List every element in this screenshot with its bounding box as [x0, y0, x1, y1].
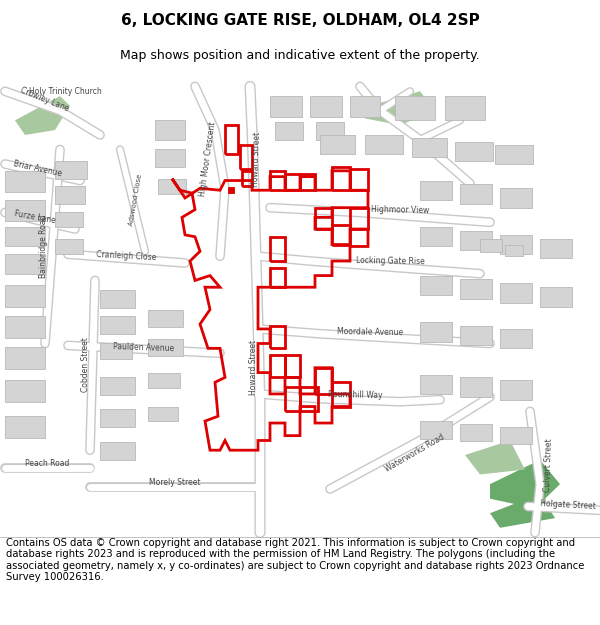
- Polygon shape: [100, 316, 135, 334]
- Text: Bainbridge Road: Bainbridge Road: [40, 215, 49, 278]
- Polygon shape: [455, 142, 493, 161]
- Polygon shape: [148, 406, 178, 421]
- Polygon shape: [320, 135, 355, 154]
- Polygon shape: [148, 372, 180, 388]
- Text: Culvert Street: Culvert Street: [542, 438, 553, 492]
- Polygon shape: [55, 211, 83, 227]
- Text: Furze Lane: Furze Lane: [14, 209, 56, 226]
- Text: Roundhill Way: Roundhill Way: [328, 390, 382, 400]
- Polygon shape: [100, 409, 135, 427]
- Polygon shape: [5, 171, 45, 192]
- Polygon shape: [500, 283, 532, 302]
- Polygon shape: [500, 235, 532, 254]
- Polygon shape: [460, 378, 492, 397]
- Polygon shape: [148, 309, 183, 327]
- Polygon shape: [505, 244, 523, 256]
- Text: Moordale Avenue: Moordale Avenue: [337, 327, 403, 337]
- Polygon shape: [55, 186, 85, 204]
- Polygon shape: [460, 326, 492, 346]
- Text: Morely Street: Morely Street: [149, 478, 201, 487]
- Polygon shape: [500, 381, 532, 400]
- Polygon shape: [100, 344, 132, 359]
- Polygon shape: [540, 288, 572, 307]
- Text: Cranleigh Close: Cranleigh Close: [96, 250, 156, 262]
- Polygon shape: [55, 161, 87, 179]
- Polygon shape: [100, 378, 135, 395]
- Polygon shape: [5, 348, 45, 369]
- Polygon shape: [5, 227, 45, 246]
- Polygon shape: [460, 424, 492, 441]
- Polygon shape: [155, 121, 185, 140]
- Text: Howard Street: Howard Street: [251, 131, 262, 187]
- Polygon shape: [5, 285, 45, 307]
- Polygon shape: [100, 442, 135, 460]
- Text: Briar Avenue: Briar Avenue: [13, 159, 63, 178]
- Polygon shape: [365, 135, 403, 154]
- Polygon shape: [155, 149, 185, 167]
- Polygon shape: [100, 290, 135, 308]
- Text: Holgate Street: Holgate Street: [540, 499, 596, 511]
- Polygon shape: [420, 421, 452, 439]
- Polygon shape: [480, 239, 502, 252]
- Polygon shape: [365, 91, 435, 125]
- Text: Crowley Lane: Crowley Lane: [19, 85, 71, 113]
- Polygon shape: [412, 138, 447, 158]
- Polygon shape: [460, 184, 492, 204]
- Polygon shape: [460, 231, 492, 251]
- Polygon shape: [500, 329, 532, 348]
- Polygon shape: [490, 460, 560, 508]
- Polygon shape: [5, 316, 45, 338]
- Polygon shape: [55, 239, 83, 254]
- Text: Map shows position and indicative extent of the property.: Map shows position and indicative extent…: [120, 49, 480, 62]
- Polygon shape: [420, 227, 452, 246]
- Polygon shape: [310, 96, 342, 118]
- Text: Contains OS data © Crown copyright and database right 2021. This information is : Contains OS data © Crown copyright and d…: [6, 538, 584, 582]
- Polygon shape: [465, 441, 525, 474]
- Polygon shape: [270, 96, 302, 118]
- Polygon shape: [275, 122, 303, 140]
- Polygon shape: [445, 96, 485, 121]
- Polygon shape: [395, 96, 435, 121]
- Polygon shape: [148, 339, 183, 356]
- Polygon shape: [228, 188, 234, 193]
- Polygon shape: [158, 179, 186, 194]
- Text: Adswood Close: Adswood Close: [128, 174, 143, 226]
- Polygon shape: [5, 381, 45, 402]
- Polygon shape: [500, 188, 532, 208]
- Polygon shape: [350, 96, 380, 118]
- Polygon shape: [316, 122, 344, 140]
- Polygon shape: [490, 494, 555, 528]
- Text: Locking Gate Rise: Locking Gate Rise: [356, 256, 424, 266]
- Text: Cobden Street: Cobden Street: [80, 338, 89, 392]
- Text: Paulden Avenue: Paulden Avenue: [113, 342, 175, 353]
- Polygon shape: [540, 239, 572, 258]
- Text: Howard Street: Howard Street: [248, 340, 257, 395]
- Text: Holy Trinity Church: Holy Trinity Church: [29, 87, 101, 96]
- Polygon shape: [500, 427, 532, 444]
- Polygon shape: [495, 144, 533, 164]
- Text: Peach Road: Peach Road: [25, 459, 69, 468]
- Text: High Moor Crescent: High Moor Crescent: [198, 121, 218, 197]
- Polygon shape: [460, 279, 492, 299]
- Polygon shape: [420, 276, 452, 295]
- Polygon shape: [5, 254, 45, 274]
- Polygon shape: [5, 200, 45, 221]
- Text: Highmoor View: Highmoor View: [371, 204, 429, 214]
- Text: 6, LOCKING GATE RISE, OLDHAM, OL4 2SP: 6, LOCKING GATE RISE, OLDHAM, OL4 2SP: [121, 13, 479, 28]
- Polygon shape: [420, 181, 452, 200]
- Polygon shape: [15, 96, 70, 135]
- Polygon shape: [5, 416, 45, 437]
- Polygon shape: [420, 322, 452, 341]
- Polygon shape: [420, 374, 452, 394]
- Text: Waterworks Road: Waterworks Road: [384, 432, 446, 474]
